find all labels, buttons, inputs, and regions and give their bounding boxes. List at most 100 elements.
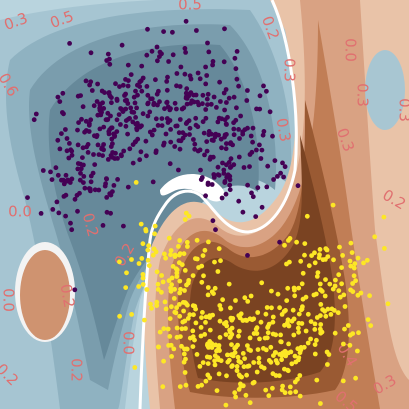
data-point-class-1 xyxy=(194,256,200,262)
data-point-class-0 xyxy=(97,105,103,111)
data-point-class-1 xyxy=(181,251,187,257)
data-point-class-0 xyxy=(153,148,159,154)
data-point-class-1 xyxy=(162,299,168,305)
data-point-class-1 xyxy=(183,382,189,388)
data-point-class-0 xyxy=(133,121,139,127)
data-point-class-0 xyxy=(222,26,227,32)
data-point-class-1 xyxy=(270,385,275,391)
data-point-class-1 xyxy=(183,356,188,362)
data-point-class-1 xyxy=(185,244,190,249)
data-point-class-0 xyxy=(83,78,89,84)
data-point-class-1 xyxy=(350,331,356,336)
data-point-class-1 xyxy=(229,342,234,347)
data-point-class-1 xyxy=(236,328,242,334)
data-point-class-1 xyxy=(278,332,283,338)
data-point-class-0 xyxy=(204,73,210,78)
data-point-class-1 xyxy=(233,394,239,400)
data-point-class-1 xyxy=(160,279,166,285)
data-point-class-0 xyxy=(216,132,222,138)
data-point-class-0 xyxy=(197,147,203,153)
data-point-class-0 xyxy=(137,124,143,130)
data-point-class-1 xyxy=(146,263,152,268)
data-point-class-0 xyxy=(165,74,170,80)
data-point-class-0 xyxy=(85,150,91,155)
data-point-class-1 xyxy=(193,306,199,312)
data-point-class-0 xyxy=(78,93,83,98)
data-point-class-0 xyxy=(162,106,167,112)
data-point-class-1 xyxy=(212,358,218,364)
data-point-class-0 xyxy=(69,148,75,154)
data-point-class-1 xyxy=(323,257,328,262)
data-point-class-0 xyxy=(236,83,242,89)
data-point-class-0 xyxy=(94,99,100,104)
data-point-class-0 xyxy=(214,105,219,110)
data-point-class-1 xyxy=(203,378,209,384)
data-point-class-0 xyxy=(87,186,93,192)
data-point-class-1 xyxy=(215,355,221,361)
data-point-class-1 xyxy=(329,306,335,312)
data-point-class-1 xyxy=(179,326,185,332)
data-point-class-1 xyxy=(291,285,297,291)
data-point-class-1 xyxy=(295,376,300,382)
data-point-class-1 xyxy=(139,256,145,261)
data-point-class-1 xyxy=(199,279,205,285)
data-point-class-0 xyxy=(264,184,270,190)
data-point-class-0 xyxy=(257,142,262,148)
data-point-class-0 xyxy=(75,161,81,166)
data-point-class-0 xyxy=(203,107,209,112)
data-point-class-0 xyxy=(209,182,215,187)
data-point-class-0 xyxy=(210,59,216,64)
data-point-class-1 xyxy=(317,287,323,293)
data-point-class-1 xyxy=(331,257,336,263)
data-point-class-0 xyxy=(166,59,172,64)
data-point-class-0 xyxy=(67,41,72,46)
data-point-class-1 xyxy=(201,273,206,279)
data-point-class-1 xyxy=(341,292,347,298)
data-point-class-1 xyxy=(161,358,167,364)
data-point-class-0 xyxy=(223,191,229,197)
data-point-class-1 xyxy=(194,352,200,357)
data-point-class-1 xyxy=(347,258,353,264)
data-point-class-0 xyxy=(79,116,84,122)
data-point-class-1 xyxy=(174,270,180,276)
data-point-class-1 xyxy=(236,358,242,364)
data-point-class-1 xyxy=(154,303,160,308)
data-point-class-1 xyxy=(277,373,282,379)
data-point-class-1 xyxy=(263,311,269,317)
data-point-class-1 xyxy=(184,282,189,288)
data-point-class-0 xyxy=(157,49,163,55)
data-point-class-0 xyxy=(123,123,129,129)
data-point-class-1 xyxy=(296,311,302,317)
data-point-class-1 xyxy=(177,313,183,319)
data-point-class-0 xyxy=(60,90,66,96)
data-point-class-0 xyxy=(208,101,214,107)
data-point-class-0 xyxy=(176,167,181,173)
data-point-class-1 xyxy=(314,315,320,320)
data-point-class-0 xyxy=(50,207,56,212)
data-point-class-1 xyxy=(210,312,216,318)
data-point-class-1 xyxy=(140,241,146,247)
data-point-class-0 xyxy=(277,239,282,245)
data-point-class-0 xyxy=(31,117,37,123)
data-point-class-0 xyxy=(225,172,231,178)
data-point-class-0 xyxy=(134,105,140,111)
data-point-class-1 xyxy=(326,352,332,357)
data-point-class-1 xyxy=(308,336,313,342)
data-point-class-1 xyxy=(178,286,183,292)
data-point-class-1 xyxy=(199,315,204,320)
data-point-class-0 xyxy=(119,42,125,48)
data-point-class-1 xyxy=(117,259,122,265)
data-point-class-1 xyxy=(365,317,371,322)
data-point-class-0 xyxy=(282,164,288,170)
data-point-class-0 xyxy=(159,123,165,128)
data-point-class-1 xyxy=(185,316,191,321)
data-point-class-0 xyxy=(144,153,149,159)
data-point-class-1 xyxy=(298,258,304,264)
data-point-class-1 xyxy=(223,320,229,325)
data-point-class-1 xyxy=(218,306,224,312)
data-point-class-1 xyxy=(232,390,238,396)
data-point-class-1 xyxy=(322,293,328,299)
data-point-class-0 xyxy=(203,193,209,199)
data-point-class-1 xyxy=(183,326,188,331)
data-point-class-0 xyxy=(64,148,70,154)
